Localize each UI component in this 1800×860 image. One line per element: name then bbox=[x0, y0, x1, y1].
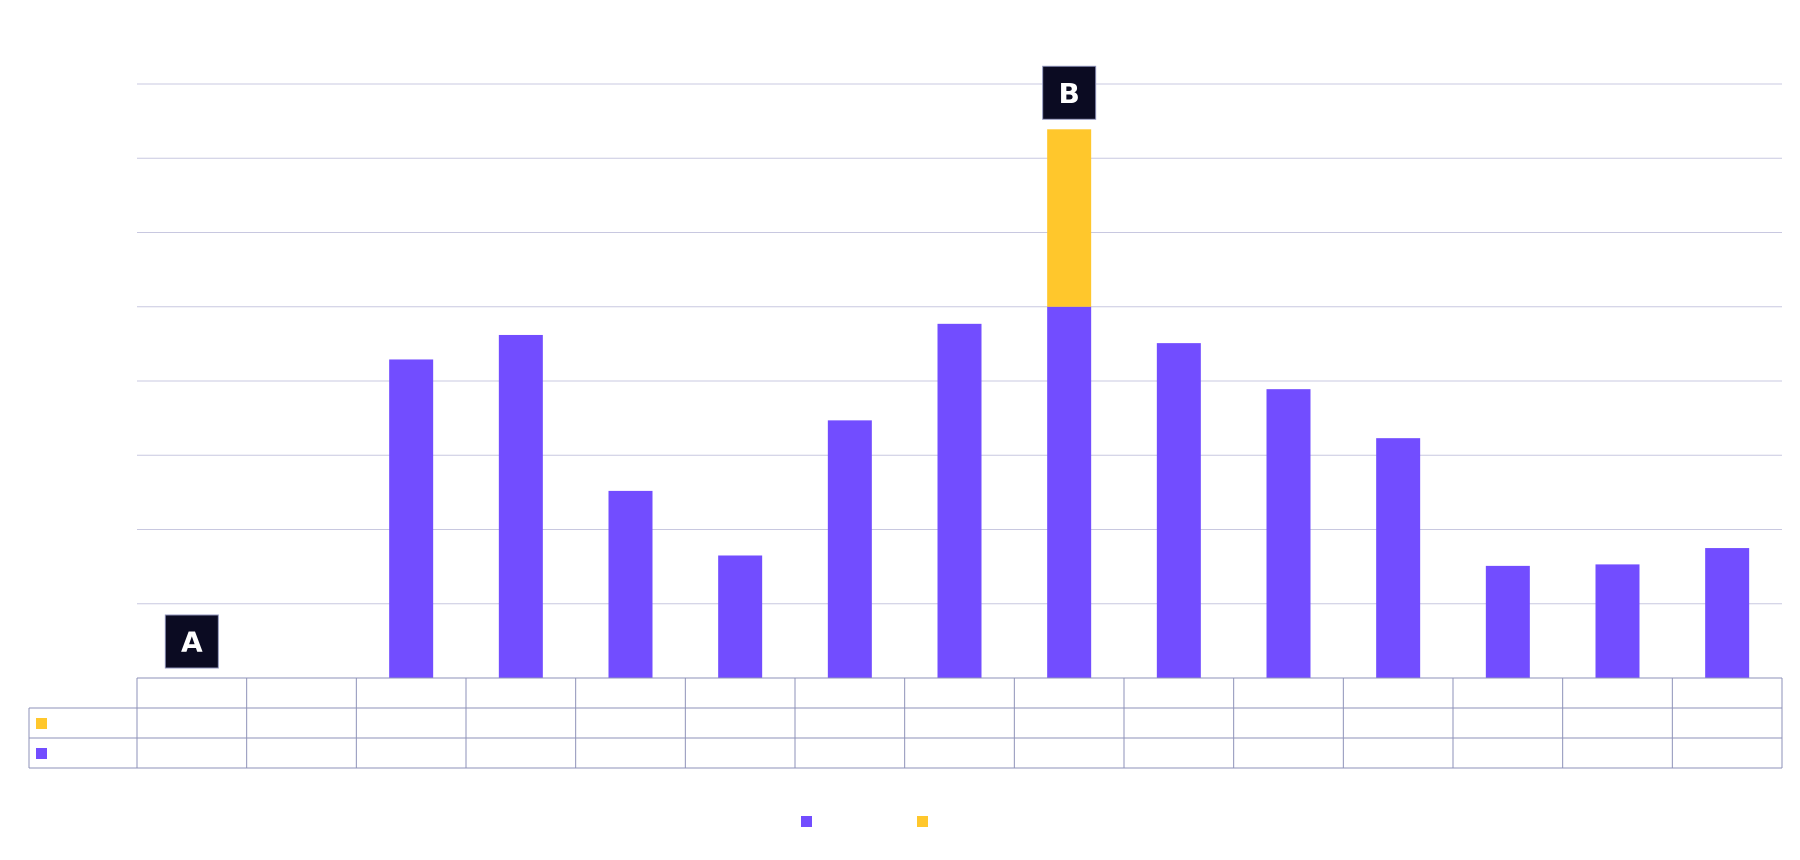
table-legend-key-series-2 bbox=[36, 718, 47, 729]
table-legend-key-series-1 bbox=[36, 748, 47, 759]
annotation-label: A bbox=[181, 626, 203, 659]
legend-key-series-1 bbox=[801, 816, 812, 827]
bar-series-1-cat-9 bbox=[1047, 306, 1092, 678]
bar-series-1-cat-4 bbox=[498, 334, 543, 678]
annotation-A: A bbox=[164, 614, 219, 669]
annotation-B: B bbox=[1042, 65, 1097, 120]
bar-series-1-cat-5 bbox=[608, 490, 653, 678]
bar-series-1-cat-10 bbox=[1156, 343, 1201, 678]
bar-series-1-cat-6 bbox=[718, 555, 763, 678]
annotation-box bbox=[164, 614, 219, 669]
bar-series-1-cat-7 bbox=[827, 420, 872, 678]
bar-series-1-cat-14 bbox=[1595, 564, 1640, 678]
bar-series-1-cat-13 bbox=[1485, 565, 1530, 678]
bar-series-1-cat-15 bbox=[1705, 548, 1750, 678]
bar-series-1-cat-8 bbox=[937, 323, 982, 678]
bar-series-1-cat-12 bbox=[1376, 438, 1421, 678]
legend-key-series-2 bbox=[917, 816, 928, 827]
annotation-box bbox=[1042, 65, 1097, 120]
annotation-label: B bbox=[1058, 77, 1079, 110]
bar-series-1-cat-11 bbox=[1266, 389, 1311, 678]
bar-series-1-cat-3 bbox=[389, 359, 434, 678]
bar-series-2-cat-9 bbox=[1047, 129, 1092, 307]
